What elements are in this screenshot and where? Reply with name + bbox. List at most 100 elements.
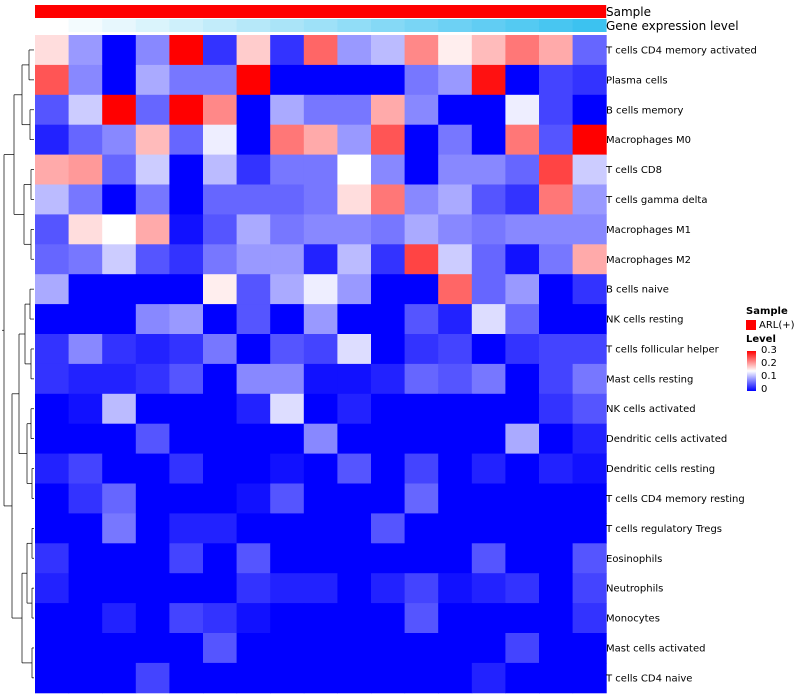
annotation-cell-gene-expression [539, 19, 573, 32]
heatmap-cell [438, 184, 473, 215]
heatmap-cell [203, 543, 238, 574]
heatmap-cell [303, 274, 338, 305]
heatmap-cell [169, 423, 204, 455]
heatmap-cell [135, 513, 170, 544]
heatmap-cell [337, 35, 372, 66]
heatmap-cell [203, 154, 238, 185]
heatmap-cell [68, 393, 103, 425]
heatmap-cell [505, 334, 540, 365]
heatmap-cell [35, 363, 70, 395]
heatmap-cell [337, 483, 372, 514]
heatmap-cell [35, 304, 70, 335]
heatmap-cell [270, 483, 305, 514]
heatmap-cell [169, 94, 204, 126]
heatmap-cell [270, 94, 305, 126]
heatmap-cell [236, 214, 271, 245]
heatmap-cell [505, 363, 540, 395]
heatmap-cell [303, 573, 338, 604]
heatmap-cell [35, 184, 70, 215]
heatmap-cell [505, 154, 540, 185]
heatmap-cell [572, 423, 607, 455]
legend-tick: 0.3 [761, 345, 777, 356]
heatmap-cell [303, 64, 338, 96]
heatmap-cell [270, 633, 305, 664]
heatmap-cell [35, 64, 70, 96]
heatmap-cell [35, 603, 70, 634]
heatmap-cell [169, 35, 204, 66]
heatmap-cell [203, 513, 238, 544]
heatmap-cell [102, 184, 137, 215]
heatmap-cell [404, 274, 439, 305]
heatmap-cell [236, 184, 271, 215]
heatmap-cell [270, 573, 305, 604]
heatmap-cell [404, 184, 439, 215]
heatmap-cell [572, 94, 607, 126]
heatmap-cell [505, 543, 540, 574]
heatmap-cell [471, 483, 506, 514]
heatmap-cell [270, 363, 305, 395]
heatmap-cell [303, 154, 338, 185]
row-label: NK cells resting [606, 315, 683, 326]
heatmap-cell [203, 94, 238, 126]
heatmap-cell [236, 573, 271, 604]
row-label: B cells memory [606, 105, 683, 116]
heatmap-cell [303, 94, 338, 126]
heatmap-cell [572, 513, 607, 544]
legend-sample-swatch [746, 320, 756, 330]
heatmap-cell [471, 423, 506, 455]
heatmap-cell [203, 184, 238, 215]
heatmap-cell [404, 154, 439, 185]
heatmap-cell [135, 662, 170, 694]
heatmap-cell [236, 274, 271, 305]
heatmap-cell [471, 334, 506, 365]
heatmap-cell [539, 154, 574, 185]
heatmap-cell [68, 334, 103, 365]
heatmap-cell [236, 393, 271, 425]
heatmap-cell [572, 154, 607, 185]
heatmap-cell [169, 513, 204, 544]
heatmap-cell [236, 483, 271, 514]
heatmap-cell [337, 334, 372, 365]
heatmap-cell [135, 603, 170, 634]
annotation-cell-gene-expression [102, 19, 137, 32]
heatmap-cell [169, 483, 204, 514]
heatmap-cell [539, 184, 574, 215]
heatmap-cell [539, 35, 574, 66]
heatmap-cell [68, 513, 103, 544]
heatmap-cell [236, 64, 271, 96]
heatmap-cell [337, 94, 372, 126]
heatmap-cell [337, 64, 372, 96]
row-label: Macrophages M2 [606, 255, 691, 266]
heatmap-cell [102, 124, 137, 156]
heatmap-cell [169, 363, 204, 395]
row-label: T cells CD8 [605, 165, 662, 176]
heatmap-cell [68, 633, 103, 664]
heatmap-cell [169, 334, 204, 365]
heatmap-cell [303, 513, 338, 544]
heatmap-cell [438, 214, 473, 245]
heatmap-cell [102, 334, 137, 365]
row-label: Macrophages M0 [606, 135, 691, 146]
heatmap-cell [203, 363, 238, 395]
heatmap-cell [68, 573, 103, 604]
heatmap-cell [505, 124, 540, 156]
heatmap-cell [471, 304, 506, 335]
heatmap-cell [303, 184, 338, 215]
heatmap-cell [303, 633, 338, 664]
heatmap-cell [169, 184, 204, 215]
legend-sample-title: Sample [746, 306, 788, 317]
heatmap-cell [270, 214, 305, 245]
heatmap-cell [135, 274, 170, 305]
heatmap-cell [572, 453, 607, 484]
heatmap-cell [371, 573, 406, 604]
heatmap-cell [404, 662, 439, 694]
heatmap-cell [572, 573, 607, 604]
heatmap-cell [438, 64, 473, 96]
heatmap-cell [572, 543, 607, 574]
heatmap-cell [203, 274, 238, 305]
heatmap-cell [270, 453, 305, 484]
heatmap-cell [102, 513, 137, 544]
heatmap-cell [572, 483, 607, 514]
annotation-cell-gene-expression [270, 19, 305, 32]
heatmap-cell [471, 453, 506, 484]
